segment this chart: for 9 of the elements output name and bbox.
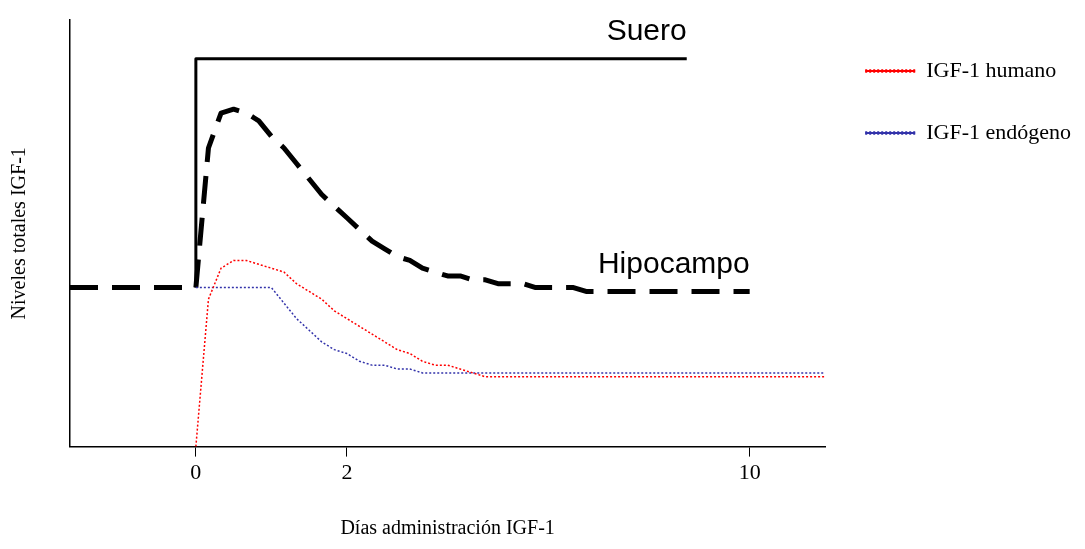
series-label: Suero xyxy=(606,13,687,47)
x-axis-title: Días administración IGF-1 xyxy=(340,516,555,539)
series-label: Hipocampo xyxy=(597,245,750,279)
legend-label: IGF-1 endógeno xyxy=(926,118,1072,144)
legend-label: IGF-1 humano xyxy=(926,56,1057,82)
x-tick-label: 2 xyxy=(341,458,353,484)
x-tick-label: 0 xyxy=(190,458,202,484)
y-axis-title: Niveles totales IGF-1 xyxy=(7,147,30,320)
x-tick-label: 10 xyxy=(738,458,761,484)
